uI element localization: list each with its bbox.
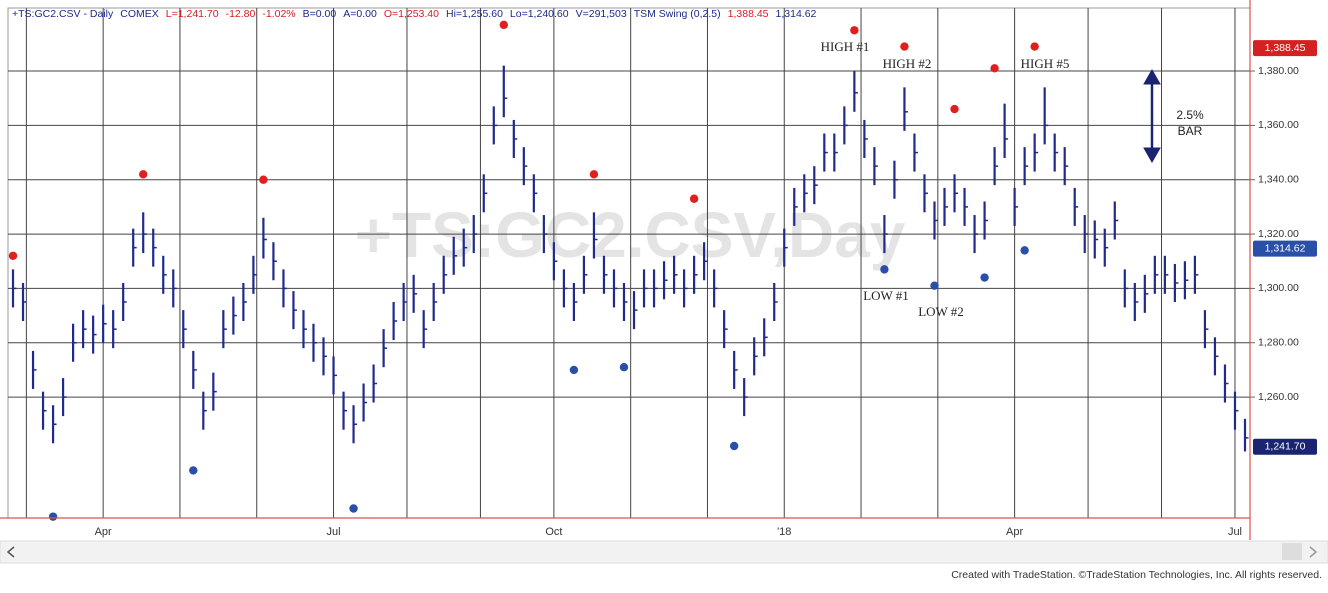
swing-point (1030, 42, 1039, 51)
header-item: V=291,503 (576, 8, 627, 20)
range-arrow (1143, 68, 1161, 164)
swing-point (950, 104, 959, 114)
header-item: 1,388.45 (728, 8, 769, 20)
y-tick-label: 1,280.00 (1258, 337, 1299, 349)
y-tick-label: 1,380.00 (1258, 65, 1299, 77)
annotation: HIGH #2 (883, 56, 932, 71)
swing-point (589, 170, 599, 179)
swing-point (48, 512, 58, 521)
header-item: TSM Swing (0,2.5) (634, 8, 721, 20)
swing-point (1020, 246, 1029, 255)
annotation: HIGH #5 (1021, 56, 1070, 71)
x-tick-label: '18 (777, 526, 791, 538)
scrollbar[interactable] (0, 540, 1328, 564)
marks (8, 20, 1249, 521)
annotation: BAR (1178, 124, 1203, 138)
swing-point (880, 265, 889, 274)
x-tick-label: Oct (545, 526, 562, 538)
swing-point (8, 251, 18, 260)
annotation: LOW #1 (863, 288, 909, 303)
annotation: 2.5% (1176, 108, 1204, 122)
swing-point (850, 26, 859, 35)
grid (8, 8, 1250, 518)
swing-point (189, 466, 198, 475)
price-marker (1253, 40, 1317, 57)
footer: Created with TradeStation. ©TradeStation… (951, 569, 1322, 581)
swing-point (349, 504, 358, 513)
y-tick-label: 1,320.00 (1258, 228, 1299, 240)
swing-point (139, 170, 148, 179)
x-tick-label: Apr (95, 526, 112, 538)
price-marker-label: 1,241.70 (1265, 441, 1306, 453)
header-item: B=0.00 (303, 8, 337, 20)
header-item: O=1,253.40 (384, 8, 439, 20)
annotation: LOW #2 (918, 304, 964, 319)
annotation: HIGH #1 (821, 39, 870, 54)
y-tick-label: 1,260.00 (1258, 391, 1299, 403)
header-item: -1.02% (262, 8, 295, 20)
header-item: Lo=1,240.60 (510, 8, 569, 20)
plot-area (7, 7, 1251, 519)
y-tick-label: 1,360.00 (1258, 119, 1299, 131)
x-tick-label: Apr (1006, 526, 1023, 538)
price-marker-label: 1,388.45 (1265, 42, 1306, 54)
x-tick-label: Jul (1228, 526, 1242, 538)
header-item: L=1,241.70 (166, 8, 219, 20)
y-tick-label: 1,340.00 (1258, 174, 1299, 186)
x-tick-label: Jul (326, 526, 340, 538)
price-marker-label: 1,314.62 (1265, 242, 1306, 254)
swing-point (930, 281, 939, 290)
swing-point (729, 441, 739, 451)
header-item: +TS:GC2.CSV - Daily (12, 8, 114, 20)
y-tick-label: 1,300.00 (1258, 282, 1299, 294)
swing-point (259, 175, 268, 184)
price-marker (1253, 438, 1317, 455)
swing-point (619, 363, 629, 372)
price-marker (1253, 240, 1317, 257)
header-item: A=0.00 (343, 8, 377, 20)
swing-point (900, 42, 909, 51)
header-item: Hi=1,255.60 (446, 8, 503, 20)
header-item: COMEX (120, 8, 159, 20)
swing-point (569, 365, 579, 375)
swing-point (499, 20, 508, 30)
swing-point (689, 194, 699, 203)
swing-point (990, 64, 999, 73)
header-item: -12.80 (226, 8, 256, 20)
swing-point (980, 273, 989, 282)
header-item: 1,314.62 (776, 8, 817, 20)
header: +TS:GC2.CSV - Daily COMEX L=1,241.70 -12.80… (12, 8, 817, 20)
